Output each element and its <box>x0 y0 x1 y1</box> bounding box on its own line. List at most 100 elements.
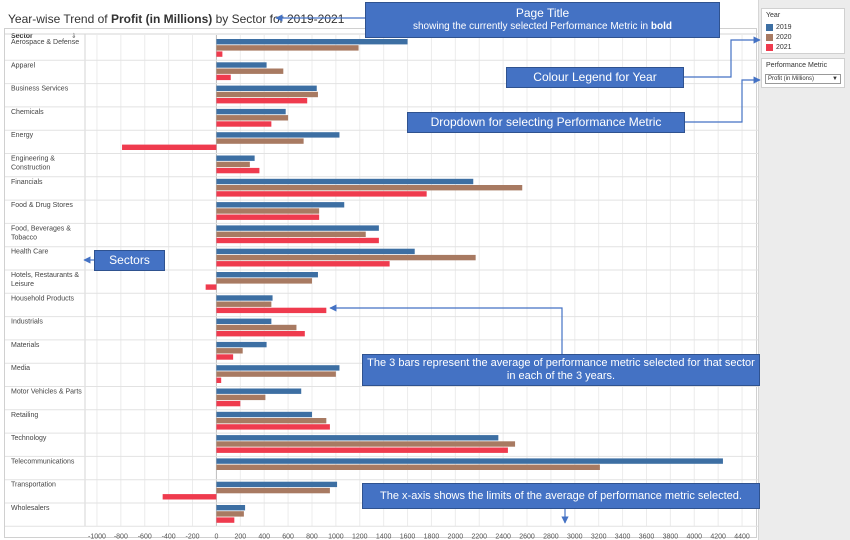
sector-label-line: Health Care <box>11 249 48 256</box>
bar-motor-vehicles-parts-2021 <box>216 400 241 407</box>
x-tick-label: 1600 <box>400 533 416 539</box>
bar-chemicals-2021 <box>216 121 272 127</box>
x-tick-label: 1400 <box>376 533 392 539</box>
bar-telecommunications-2020 <box>216 464 600 470</box>
sector-label-line: Business Services <box>11 86 69 93</box>
sector-label-hotels-restaurants-leisure: Hotels, Restaurants & Leisure <box>11 272 79 288</box>
side-panel <box>758 0 850 540</box>
bar-hotels-restaurants-leisure-2019 <box>216 272 318 278</box>
legend-item-2021[interactable]: 2021 <box>766 43 792 52</box>
bar-health-care-2019 <box>216 248 415 255</box>
sector-label-line: Motor Vehicles & Parts <box>11 389 82 396</box>
sector-label-materials: Materials <box>11 342 40 349</box>
bar-telecommunications-2019 <box>216 458 723 464</box>
sector-label-line: Retailing <box>11 412 38 419</box>
year-legend: Year 2019 2020 2021 <box>761 8 845 54</box>
legend-item-2019[interactable]: 2019 <box>766 23 792 32</box>
sector-label-line: Energy <box>11 132 34 139</box>
bar-business-services-2021 <box>216 98 308 104</box>
bar-household-products-2019 <box>216 295 273 301</box>
x-tick-label: 0 <box>214 533 218 539</box>
metric-dropdown-value: Profit (in Millions) <box>768 76 815 82</box>
sort-icon[interactable]: ⇕ <box>71 32 77 40</box>
legend-swatch-2020 <box>766 33 773 41</box>
bar-household-products-2021 <box>216 307 327 314</box>
bar-transportation-2019 <box>216 481 338 488</box>
bar-aerospace-defense-2019 <box>216 39 408 45</box>
page-title-prefix: Year-wise Trend of <box>8 12 111 26</box>
sector-label-line: Chemicals <box>11 109 44 116</box>
sector-label-household-products: Household Products <box>11 295 75 302</box>
sector-label-line: Apparel <box>11 62 36 69</box>
legend-item-2020[interactable]: 2020 <box>766 33 792 42</box>
x-tick-label: 2600 <box>519 533 535 539</box>
bar-food-beverages-tobacco-2019 <box>216 225 379 231</box>
bar-food-drug-stores-2021 <box>216 214 320 220</box>
bar-wholesalers-2021 <box>216 517 235 523</box>
metric-dropdown[interactable]: Profit (in Millions) ▼ <box>765 74 841 84</box>
x-tick-label: 3800 <box>663 533 679 539</box>
x-tick-label: 2200 <box>471 533 487 539</box>
sector-label-energy: Energy <box>11 132 34 139</box>
x-tick-label: 2400 <box>495 533 511 539</box>
x-tick-label: 3200 <box>591 533 607 539</box>
x-tick-label: -600 <box>138 533 152 539</box>
sector-label-line: Leisure <box>11 281 34 288</box>
legend-swatch-2021 <box>766 43 773 51</box>
sector-label-line: Transportation <box>11 482 56 489</box>
x-tick-label: -200 <box>186 533 200 539</box>
bar-chart: Sector ⇕Aerospace & Defense Apparel Busines… <box>5 32 758 539</box>
bar-household-products-2020 <box>216 301 272 307</box>
chevron-down-icon[interactable]: ▼ <box>832 76 838 82</box>
x-tick-label: 3400 <box>615 533 631 539</box>
x-tick-label: 200 <box>234 533 246 539</box>
sector-label-transportation: Transportation <box>11 482 56 489</box>
sector-label-telecommunications: Telecommunications <box>11 458 75 465</box>
sector-label-line: Technology <box>11 435 47 442</box>
x-tick-label: 1000 <box>328 533 344 539</box>
bar-engineering-construction-2020 <box>216 161 250 168</box>
callout-xaxis: The x-axis shows the limits of the avera… <box>362 483 760 509</box>
x-tick-label: -400 <box>162 533 176 539</box>
x-tick-label: 4200 <box>710 533 726 539</box>
sector-label-aerospace-defense: Aerospace & Defense <box>11 39 79 46</box>
metric-filter-label: Performance Metric <box>766 62 828 69</box>
bar-chemicals-2019 <box>216 108 286 115</box>
callout-page-title-line1: Page Title <box>515 6 570 20</box>
bar-financials-2021 <box>216 191 427 197</box>
sector-label-line: Engineering & <box>11 156 55 163</box>
bar-energy-2020 <box>216 138 304 144</box>
bar-retailing-2020 <box>216 418 327 424</box>
sector-label-industrials: Industrials <box>11 319 43 326</box>
x-tick-label: 800 <box>306 533 318 539</box>
sector-label-business-services: Business Services <box>11 86 69 93</box>
x-tick-label: 600 <box>282 533 294 539</box>
sector-label-line: Household Products <box>11 295 75 302</box>
bar-retailing-2019 <box>216 411 312 418</box>
sector-label-health-care: Health Care <box>11 249 48 256</box>
x-tick-label: -800 <box>114 533 128 539</box>
sector-label-retailing: Retailing <box>11 412 38 419</box>
bar-engineering-construction-2021 <box>216 167 260 174</box>
sector-label-media: Media <box>11 365 30 372</box>
bar-media-2019 <box>216 365 340 371</box>
x-tick-label: 4400 <box>734 533 750 539</box>
bar-apparel-2020 <box>216 68 284 74</box>
bar-apparel-2021 <box>216 74 231 81</box>
bar-materials-2020 <box>216 348 243 354</box>
bar-aerospace-defense-2021 <box>216 51 223 57</box>
bar-food-drug-stores-2019 <box>216 202 345 208</box>
bar-industrials-2020 <box>216 324 297 331</box>
sector-label-line: Financials <box>11 179 43 186</box>
sector-label-line: Telecommunications <box>11 458 75 465</box>
bar-industrials-2021 <box>216 331 305 337</box>
legend-title: Year <box>766 12 781 19</box>
bar-chemicals-2020 <box>216 115 289 121</box>
row-header-label: Sector <box>11 33 33 40</box>
bar-motor-vehicles-parts-2019 <box>216 388 302 394</box>
page-title-metric: Profit (in Millions) <box>110 12 213 26</box>
bar-hotels-restaurants-leisure-2020 <box>216 278 312 284</box>
callout-page-title-line2: showing the currently selected Performan… <box>413 21 651 32</box>
sector-label-line: Industrials <box>11 319 43 326</box>
bar-technology-2021 <box>216 447 508 453</box>
